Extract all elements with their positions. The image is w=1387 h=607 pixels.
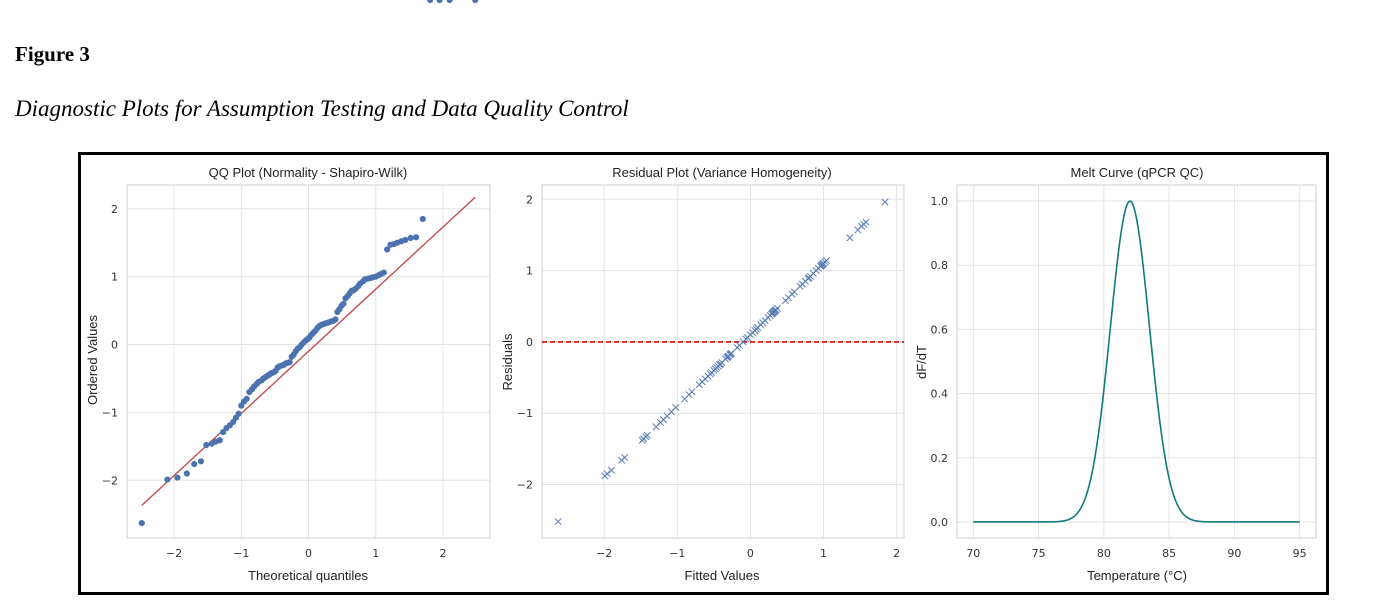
qq-axes-frame (126, 184, 491, 539)
resid-point (643, 431, 651, 439)
resid-point (881, 198, 889, 206)
qq-point (384, 246, 391, 253)
resid-point (621, 453, 629, 462)
resid-point (554, 518, 562, 526)
melt-curve-xlabel: Temperature (°C) (1087, 568, 1187, 583)
qq-y-tick-label: −2 (102, 474, 118, 487)
resid-point (688, 388, 696, 396)
qq-point (174, 474, 181, 481)
qq-x-tick-label: −2 (166, 547, 182, 560)
resid-point (773, 304, 782, 312)
qq-point (183, 470, 190, 477)
qq-point (419, 215, 426, 223)
qq-point (472, 0, 479, 4)
residual-plot-panel: −2 −1 0 1 2 −2 −1 0 1 2 Residual Plot (Variance H… (500, 165, 905, 583)
melt-x-tick-label: 80 (1097, 547, 1111, 560)
residual-plot-xlabel: Fitted Values (685, 568, 760, 583)
melt-y-tick-label: 0.0 (931, 516, 949, 529)
qq-x-tick-label: 2 (439, 547, 446, 560)
qq-point (402, 236, 409, 244)
qq-x-tick-label: 1 (372, 547, 379, 560)
qq-plot-ylabel: Ordered Values (85, 314, 100, 405)
melt-axes-frame (956, 184, 1317, 539)
qq-point (243, 395, 250, 402)
qq-point (380, 269, 387, 276)
resid-y-tick-label: −2 (517, 479, 533, 492)
residual-plot-title: Residual Plot (Variance Homogeneity) (612, 165, 831, 180)
qq-point (191, 460, 198, 468)
qq-point (427, 0, 434, 4)
resid-x-tick-label: 0 (747, 547, 754, 560)
resid-point (862, 218, 870, 226)
melt-y-tick-label: 0.8 (931, 259, 949, 272)
melt-curve-title: Melt Curve (qPCR QC) (1071, 165, 1204, 180)
resid-point (672, 403, 680, 412)
figure-label: Figure 3 (15, 42, 90, 66)
melt-plot-area: 70 75 80 85 90 95 0.0 0.2 0.4 0.6 0.8 1.0 (931, 184, 1317, 560)
qq-plot-area: −2 −1 0 1 2 −2 −1 0 1 2 (102, 0, 491, 560)
qq-point (197, 458, 205, 465)
resid-y-tick-label: 1 (526, 265, 533, 278)
melt-y-tick-label: 0.6 (931, 323, 949, 336)
residual-plot-ylabel: Residuals (500, 333, 515, 391)
qq-point (138, 519, 145, 527)
qq-point (235, 410, 242, 417)
qq-point (203, 441, 210, 449)
figure-frame (78, 152, 1329, 595)
melt-x-tick-label: 85 (1162, 547, 1176, 560)
resid-y-tick-label: 2 (526, 193, 533, 206)
qq-point (340, 300, 347, 307)
qq-fit-line (141, 196, 476, 506)
resid-point (846, 234, 854, 242)
qq-point (436, 0, 443, 4)
resid-point (790, 288, 798, 296)
melt-x-tick-label: 70 (966, 547, 980, 560)
qq-plot-title: QQ Plot (Normality - Shapiro-Wilk) (209, 165, 408, 180)
melt-curve-ylabel: dF/dT (914, 345, 929, 379)
qq-point (216, 437, 223, 444)
figure-caption: Diagnostic Plots for Assumption Testing … (15, 96, 629, 121)
resid-x-tick-label: 1 (820, 547, 827, 560)
qq-point (164, 476, 171, 483)
melt-curve-line (973, 200, 1300, 523)
qq-plot-panel: −2 −1 0 1 2 −2 −1 0 1 2 QQ Plot (Normality - Shap… (85, 0, 491, 583)
qq-y-tick-label: −1 (102, 406, 118, 419)
qq-point (220, 429, 227, 436)
resid-point (822, 257, 831, 265)
resid-plot-area: −2 −1 0 1 2 −2 −1 0 1 2 (517, 184, 905, 560)
qq-point (286, 359, 293, 366)
qq-y-tick-label: 2 (111, 203, 118, 216)
resid-point (607, 466, 616, 474)
qq-y-tick-label: 0 (111, 339, 118, 352)
qq-x-tick-label: −1 (233, 547, 249, 560)
melt-x-tick-label: 75 (1032, 547, 1046, 560)
melt-y-tick-label: 1.0 (931, 195, 949, 208)
resid-axes-frame (541, 184, 905, 539)
qq-plot-xlabel: Theoretical quantiles (248, 568, 368, 583)
resid-x-tick-label: −1 (669, 547, 685, 560)
qq-point (332, 316, 339, 323)
melt-x-tick-label: 90 (1227, 547, 1241, 560)
resid-y-tick-label: −1 (517, 407, 533, 420)
qq-point (446, 0, 453, 4)
qq-y-tick-label: 1 (111, 271, 118, 284)
resid-point (603, 470, 611, 478)
resid-x-tick-label: 2 (893, 547, 900, 560)
resid-point (727, 349, 735, 357)
qq-point (412, 234, 420, 241)
qq-x-tick-label: 0 (305, 547, 312, 560)
melt-x-tick-label: 95 (1293, 547, 1307, 560)
melt-curve-panel: 70 75 80 85 90 95 0.0 0.2 0.4 0.6 0.8 1.0 Melt Curv… (914, 165, 1317, 583)
melt-y-tick-label: 0.2 (931, 452, 949, 465)
qq-point (407, 234, 414, 242)
melt-y-tick-label: 0.4 (931, 388, 949, 401)
resid-x-tick-label: −2 (596, 547, 612, 560)
resid-y-tick-label: 0 (526, 336, 533, 349)
